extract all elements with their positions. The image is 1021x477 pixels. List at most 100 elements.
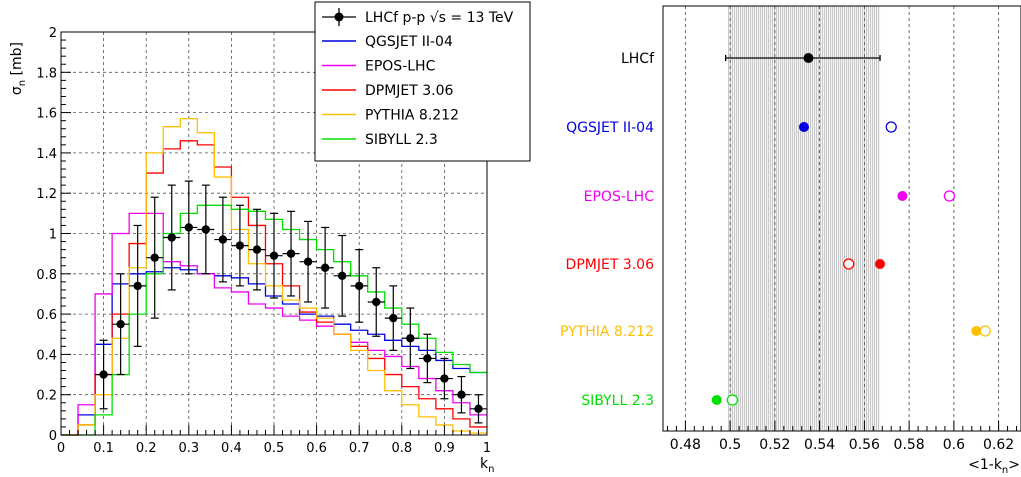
legend-label: QGSJET II-04 — [365, 34, 453, 50]
x-tick-label: 1 — [483, 441, 491, 456]
x-tick-label: 0.8 — [391, 441, 412, 456]
y-tick-label: 0 — [49, 429, 57, 444]
legend-label: LHCf p-p √s = 13 TeV — [365, 10, 514, 26]
data-point — [167, 233, 176, 242]
y-tick-label: 0.2 — [36, 389, 57, 404]
legend-label: SIBYLL 2.3 — [365, 132, 438, 148]
data-point — [99, 370, 108, 379]
x-tick-label: 0.5 — [264, 441, 285, 456]
data-point — [337, 271, 347, 281]
x-tick-label: 0.54 — [804, 437, 835, 453]
filled-marker — [803, 53, 814, 63]
left-axis-ticks: 0 0.1 0.2 0.3 0.4 0.5 0.6 0.7 0.8 0.9 1 0 0.2 0.4 0.6 0… — [36, 26, 491, 456]
y-tick-label: 1.2 — [36, 187, 57, 202]
data-point — [133, 281, 142, 291]
legend-item: DPMJET 3.06 — [322, 83, 454, 99]
filled-marker — [798, 122, 809, 132]
legend-box — [314, 1, 531, 162]
left-data-points — [95, 180, 487, 424]
x-tick-label: 0.48 — [670, 437, 701, 453]
data-point — [116, 319, 125, 329]
y-tick-label: 1 — [49, 228, 57, 243]
legend-item: EPOS-LHC — [322, 59, 436, 75]
y-tick-label: 0.4 — [36, 348, 57, 363]
y-tick-label: 0.6 — [36, 308, 57, 323]
open-marker — [843, 258, 855, 270]
y-tick-label: 1.8 — [36, 66, 57, 81]
x-tick-label: 0.6 — [943, 437, 965, 453]
legend-item-lhcf: LHCf p-p √s = 13 TeV — [322, 8, 514, 26]
right-x-axis-label: <1-kn> — [968, 457, 1020, 476]
legend-item: SIBYLL 2.3 — [322, 132, 438, 148]
right-category-labels: LHCf QGSJET II-04 EPOS-LHC DPMJET 3.06 PYTHI… — [560, 51, 655, 409]
open-marker — [726, 394, 739, 406]
data-point — [218, 235, 228, 244]
y-tick-label: 0.8 — [36, 268, 57, 283]
x-tick-label: 0.4 — [221, 441, 242, 456]
legend-label: EPOS-LHC — [365, 59, 436, 75]
open-marker — [979, 325, 991, 337]
right-plot-frame — [662, 5, 1021, 432]
data-point — [457, 390, 466, 399]
legend: LHCf p-p √s = 13 TeV QGSJET II-04 EPOS-LH… — [314, 1, 531, 162]
data-point — [201, 225, 211, 234]
x-tick-label: 0.6 — [306, 441, 327, 456]
data-point — [184, 223, 193, 232]
x-tick-label: 0 — [57, 441, 65, 456]
x-tick-label: 0.56 — [849, 437, 880, 453]
filled-marker — [711, 395, 722, 405]
data-point — [474, 404, 483, 414]
x-tick-label: 0.58 — [894, 437, 925, 453]
y-tick-label: 2 — [49, 26, 57, 41]
x-tick-label: 0.2 — [136, 441, 157, 456]
category-label: EPOS-LHC — [584, 189, 655, 205]
x-tick-label: 0.3 — [178, 441, 199, 456]
y-tick-label: 1.6 — [36, 107, 57, 122]
data-point — [372, 297, 381, 307]
y-tick-label: 1.4 — [36, 147, 57, 162]
legend-label: DPMJET 3.06 — [365, 83, 454, 99]
data-point — [269, 251, 279, 260]
x-tick-label: 0.9 — [434, 441, 455, 456]
left-chart: 0 0.1 0.2 0.3 0.4 0.5 0.6 0.7 0.8 0.9 1 0 0.2 0.4 0.6 0… — [9, 1, 531, 475]
right-grid — [684, 6, 1000, 431]
filled-marker — [875, 259, 886, 269]
filled-marker — [971, 326, 982, 336]
right-points — [711, 53, 991, 406]
left-x-axis-label: kn — [480, 456, 494, 475]
x-tick-label: 0.52 — [759, 437, 790, 453]
data-point — [423, 354, 432, 363]
legend-item: PYTHIA 8.212 — [322, 108, 459, 124]
category-label: QGSJET II-04 — [566, 120, 654, 136]
data-point — [235, 241, 245, 250]
histogram-sibyll-2-3 — [61, 204, 487, 436]
open-marker — [943, 190, 956, 202]
category-label: SIBYLL 2.3 — [581, 393, 654, 409]
open-marker — [885, 121, 897, 133]
uncertainty-band — [727, 6, 881, 431]
x-tick-label: 0.5 — [719, 437, 741, 453]
histogram-epos-lhc — [61, 212, 487, 436]
data-point — [389, 313, 398, 323]
data-point — [320, 263, 330, 272]
category-label: PYTHIA 8.212 — [560, 324, 654, 340]
right-axis-ticks: 0.48 0.5 0.52 0.54 0.56 0.58 0.6 0.62 — [666, 421, 1018, 453]
left-y-axis-label: σn [mb] — [9, 42, 28, 95]
data-point — [440, 374, 449, 383]
legend-item: QGSJET II-04 — [322, 34, 453, 50]
category-label: LHCf — [621, 51, 655, 67]
data-point — [355, 281, 364, 291]
data-point — [303, 257, 313, 266]
x-tick-label: 0.1 — [93, 441, 114, 456]
data-point — [286, 249, 296, 258]
data-point — [150, 253, 159, 262]
legend-label: PYTHIA 8.212 — [365, 108, 459, 124]
data-point — [406, 334, 415, 343]
filled-marker — [897, 191, 908, 201]
x-tick-label: 0.62 — [983, 437, 1014, 453]
category-label: DPMJET 3.06 — [566, 257, 655, 273]
x-tick-label: 0.7 — [349, 441, 370, 456]
right-chart: 0.48 0.5 0.52 0.54 0.56 0.58 0.6 0.62 LHCf QGSJE… — [560, 5, 1021, 476]
data-point — [252, 245, 262, 254]
